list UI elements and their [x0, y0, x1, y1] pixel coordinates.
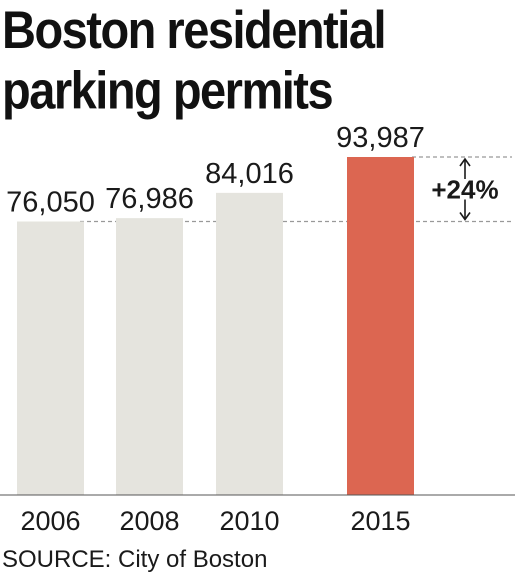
bar-2006 — [17, 221, 84, 495]
source-note: SOURCE: City of Boston — [2, 546, 268, 573]
bar-2010 — [216, 192, 283, 495]
value-label-2008: 76,986 — [105, 183, 194, 215]
tick-label-2006: 2006 — [20, 506, 80, 536]
change-annotation: +24% — [431, 174, 498, 204]
tick-label-2015: 2015 — [350, 506, 410, 536]
arrow-down-icon — [459, 212, 471, 221]
value-label-2006: 76,050 — [6, 187, 95, 219]
tick-label-2010: 2010 — [219, 506, 279, 536]
tick-label-2008: 2008 — [119, 506, 179, 536]
bar-2008 — [116, 218, 183, 495]
arrow-up-icon — [459, 157, 471, 167]
bar-2015 — [347, 157, 414, 495]
value-label-2015: 93,987 — [336, 122, 425, 154]
value-label-2010: 84,016 — [205, 158, 294, 190]
chart-title: Boston residential parking permits — [2, 0, 387, 120]
